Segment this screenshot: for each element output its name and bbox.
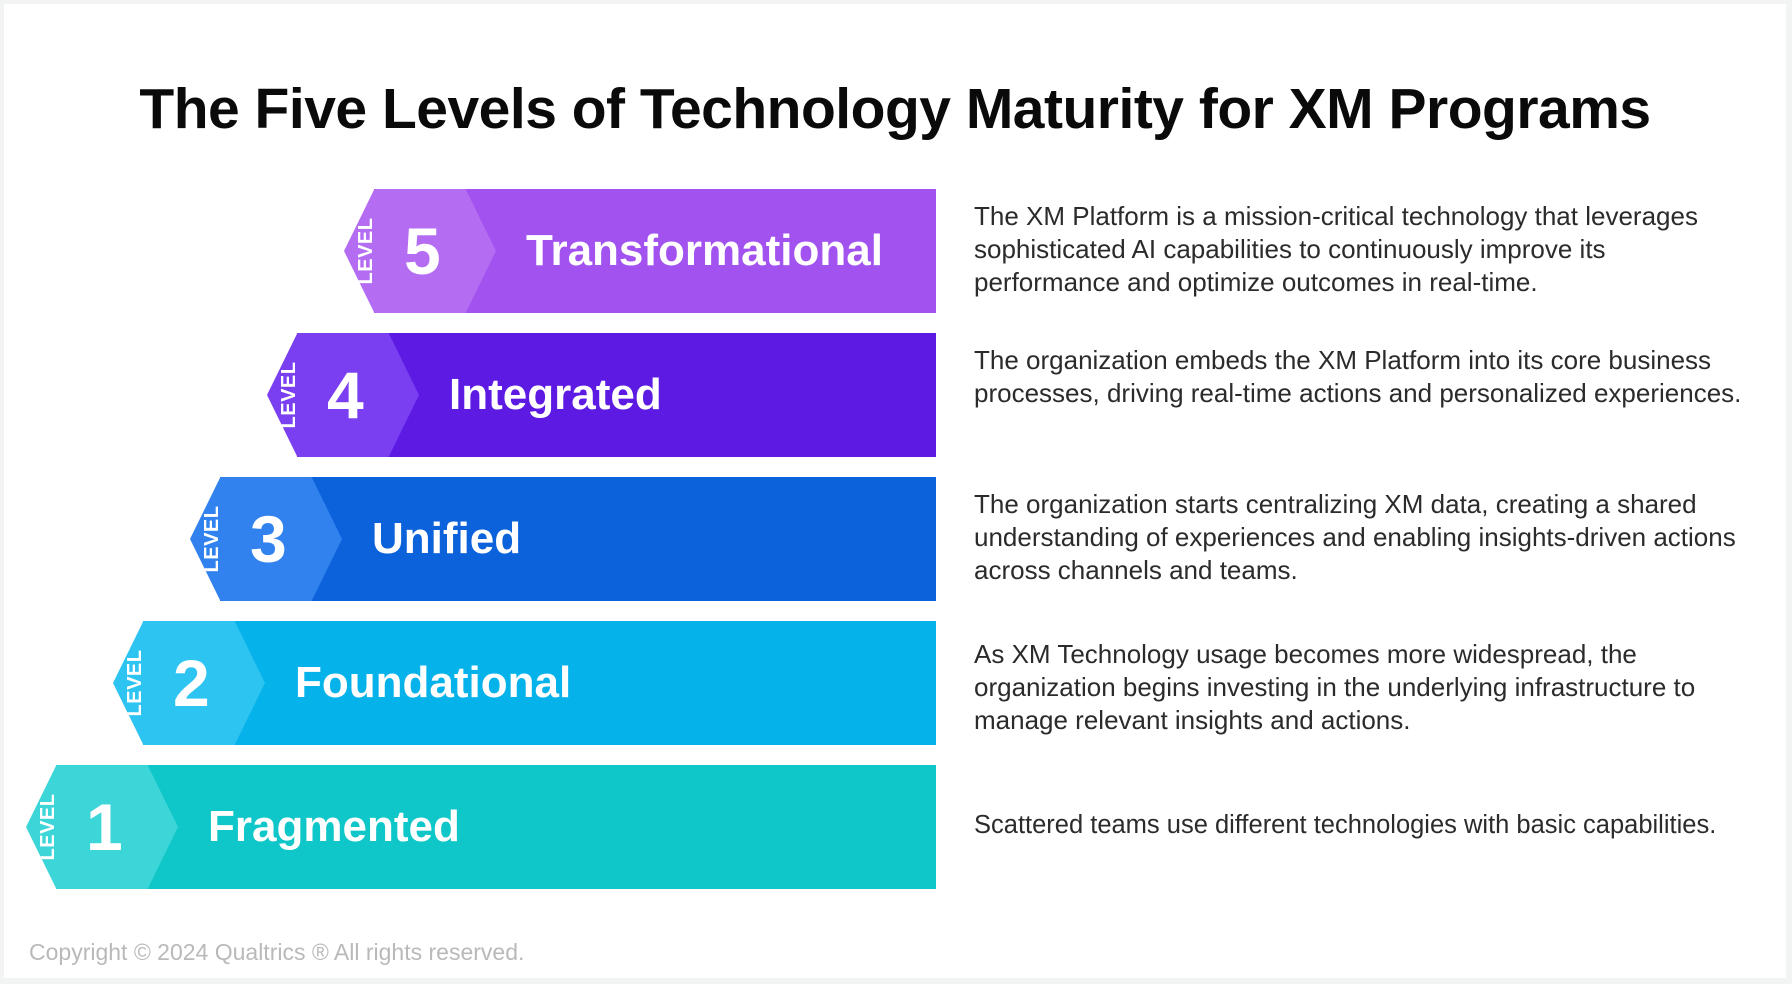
slide: The Five Levels of Technology Maturity f… <box>4 4 1786 978</box>
level-1-row: LEVEL 1 Fragmented <box>26 765 936 889</box>
level-name: Unified <box>372 514 522 563</box>
level-label: LEVEL <box>201 505 223 573</box>
level-label: LEVEL <box>355 217 377 285</box>
level-name: Integrated <box>449 370 662 419</box>
level-2-row: LEVEL 2 Foundational <box>113 621 936 745</box>
level-3-row: LEVEL 3 Unified <box>190 477 936 601</box>
level-5-description: The XM Platform is a mission-critical te… <box>974 201 1698 297</box>
level-1-band <box>56 765 936 889</box>
level-name: Foundational <box>295 658 572 707</box>
level-name: Fragmented <box>208 802 460 851</box>
level-4-row: LEVEL 4 Integrated <box>267 333 936 457</box>
level-4-badge: LEVEL 4 <box>267 333 419 457</box>
level-2-description: As XM Technology usage becomes more wide… <box>974 639 1696 735</box>
level-number: 5 <box>404 214 441 288</box>
level-number: 1 <box>86 790 123 864</box>
level-3-badge: LEVEL 3 <box>190 477 342 601</box>
copyright-notice: Copyright © 2024 Qualtrics ® All rights … <box>29 939 525 965</box>
level-1-description: Scattered teams use different technologi… <box>974 811 1717 839</box>
level-label: LEVEL <box>37 793 59 861</box>
level-5-badge: LEVEL 5 <box>344 189 496 313</box>
level-label: LEVEL <box>278 361 300 429</box>
level-3-description: The organization starts centralizing XM … <box>974 489 1736 585</box>
level-number: 3 <box>250 502 287 576</box>
page-title: The Five Levels of Technology Maturity f… <box>139 77 1651 141</box>
level-number: 2 <box>173 646 210 720</box>
level-number: 4 <box>327 358 364 432</box>
level-name: Transformational <box>526 226 883 275</box>
level-4-description: The organization embeds the XM Platform … <box>974 345 1742 408</box>
level-2-band <box>143 621 936 745</box>
level-1-badge: LEVEL 1 <box>26 765 178 889</box>
level-5-row: LEVEL 5 Transformational <box>344 189 936 313</box>
level-2-badge: LEVEL 2 <box>113 621 265 745</box>
level-label: LEVEL <box>124 649 146 717</box>
